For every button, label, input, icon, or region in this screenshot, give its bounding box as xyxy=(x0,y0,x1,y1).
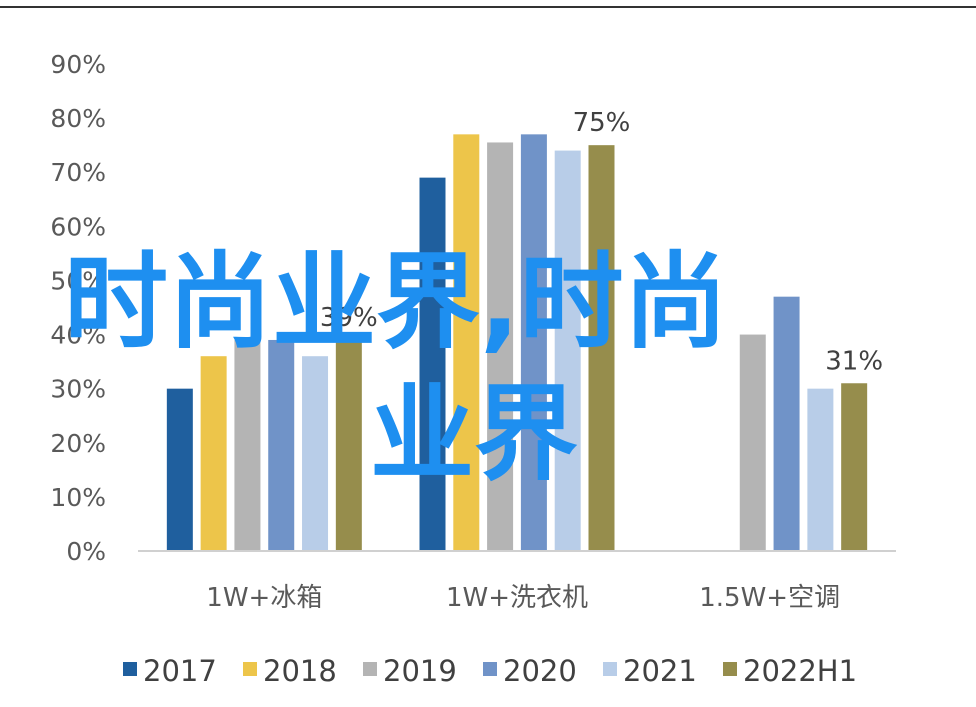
legend-swatch xyxy=(243,662,257,676)
y-tick-label: 10% xyxy=(50,483,106,512)
y-tick-label: 50% xyxy=(50,266,106,295)
legend-label: 2020 xyxy=(503,654,577,688)
y-tick-label: 70% xyxy=(50,158,106,187)
bar xyxy=(520,134,547,551)
bar xyxy=(268,339,295,551)
y-tick-label: 0% xyxy=(66,537,106,566)
bar xyxy=(166,388,193,551)
bar xyxy=(200,356,227,551)
data-label: 31% xyxy=(825,346,883,376)
data-labels: 39% 75% 31% xyxy=(320,108,883,376)
bar xyxy=(234,339,261,551)
y-tick-label: 60% xyxy=(50,212,106,241)
y-tick-label: 30% xyxy=(50,375,106,404)
bar xyxy=(554,150,581,552)
data-label: 75% xyxy=(573,108,631,138)
bar xyxy=(487,142,514,551)
bar xyxy=(453,134,480,551)
legend-swatch xyxy=(123,662,137,676)
x-category-label: 1W+洗衣机 xyxy=(446,583,588,613)
legend-swatch xyxy=(603,662,617,676)
legend-label: 2021 xyxy=(623,654,697,688)
bar xyxy=(419,177,446,551)
x-category-label: 1W+冰箱 xyxy=(206,583,322,613)
bar xyxy=(335,339,362,551)
x-axis-category-labels: 1W+冰箱 1W+洗衣机 1.5W+空调 xyxy=(206,583,840,613)
legend: 2017 2018 2019 2020 2021 2022H1 xyxy=(123,654,857,688)
legend-label: 2018 xyxy=(263,654,337,688)
bar xyxy=(588,145,615,551)
y-axis-ticks: 0% 10% 20% 30% 40% 50% 60% 70% 80% 90% xyxy=(50,50,106,566)
legend-swatch xyxy=(483,662,497,676)
bar xyxy=(807,388,834,551)
legend-label: 2022H1 xyxy=(743,654,857,688)
data-label: 39% xyxy=(320,303,378,333)
bar-series xyxy=(166,134,868,552)
legend-label: 2019 xyxy=(383,654,457,688)
x-category-label: 1.5W+空调 xyxy=(699,583,840,613)
y-tick-label: 80% xyxy=(50,104,106,133)
legend-swatch xyxy=(363,662,377,676)
bar xyxy=(841,383,868,551)
y-tick-label: 40% xyxy=(50,321,106,350)
bar xyxy=(773,296,800,551)
y-tick-label: 20% xyxy=(50,429,106,458)
legend-swatch xyxy=(723,662,737,676)
y-tick-label: 90% xyxy=(50,50,106,79)
legend-label: 2017 xyxy=(143,654,217,688)
bar xyxy=(739,334,766,551)
bar xyxy=(302,356,329,551)
